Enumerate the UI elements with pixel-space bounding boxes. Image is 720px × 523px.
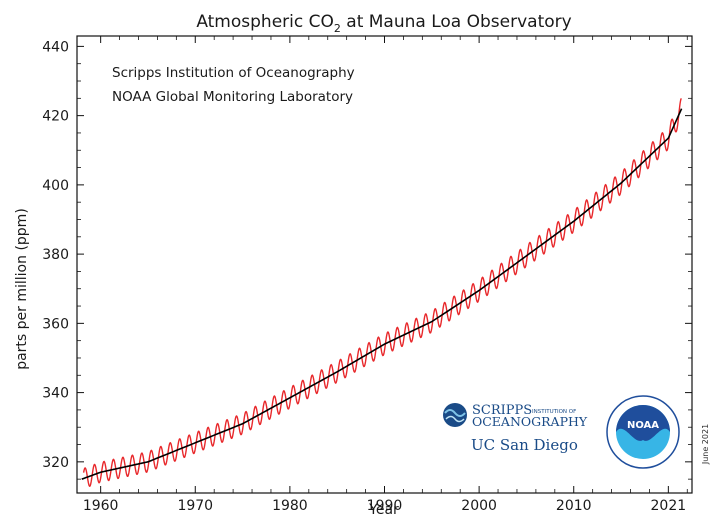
scripps-wave-icon xyxy=(444,409,466,417)
y-tick-label: 420 xyxy=(42,109,69,125)
x-axis-ticks: 1960 1970 1980 1990 2000 2010 2021 xyxy=(83,36,688,514)
x-tick-label: 1970 xyxy=(177,498,213,514)
chart-title-subscript: 2 xyxy=(334,22,341,35)
ucsd-logo: UC San Diego xyxy=(471,436,578,454)
x-tick-label: 2010 xyxy=(556,498,592,514)
annotation-scripps: Scripps Institution of Oceanography xyxy=(112,65,355,81)
scripps-logo-small: INSTITUTION OF xyxy=(532,409,576,415)
x-tick-label: 1960 xyxy=(83,498,119,514)
annotation-noaa: NOAA Global Monitoring Laboratory xyxy=(112,89,353,105)
scripps-wave-icon-2 xyxy=(445,415,465,423)
y-tick-label: 340 xyxy=(42,386,69,402)
x-axis-label: Year xyxy=(368,502,399,518)
scripps-logo: SCRIPPS INSTITUTION OF OCEANOGRAPHY xyxy=(443,403,588,429)
y-tick-label: 360 xyxy=(42,316,69,332)
x-tick-label: 2000 xyxy=(461,498,497,514)
scripps-logo-line1: SCRIPPS xyxy=(472,403,532,418)
y-axis-ticks: 320 340 360 380 400 420 440 xyxy=(42,39,692,480)
y-tick-label: 400 xyxy=(42,178,69,194)
y-axis-label: parts per million (ppm) xyxy=(14,208,30,370)
x-tick-label: 1980 xyxy=(272,498,308,514)
scripps-logo-line2: OCEANOGRAPHY xyxy=(472,414,588,429)
chart-title-rest: at Mauna Loa Observatory xyxy=(341,12,572,32)
y-tick-label: 380 xyxy=(42,247,69,263)
trend-co2-line xyxy=(81,108,683,480)
date-stamp: June 2021 xyxy=(701,424,710,465)
noaa-logo-text: NOAA xyxy=(627,420,659,431)
noaa-logo: NOAA xyxy=(606,395,680,469)
noaa-bird-icon xyxy=(616,405,670,441)
monthly-co2-line xyxy=(82,98,682,487)
chart-title: Atmospheric CO2 at Mauna Loa Observatory xyxy=(196,12,571,35)
y-tick-label: 320 xyxy=(42,455,69,471)
y-tick-label: 440 xyxy=(42,39,69,55)
x-tick-label: 2021 xyxy=(651,498,687,514)
x-tick-label: 1990 xyxy=(367,498,403,514)
